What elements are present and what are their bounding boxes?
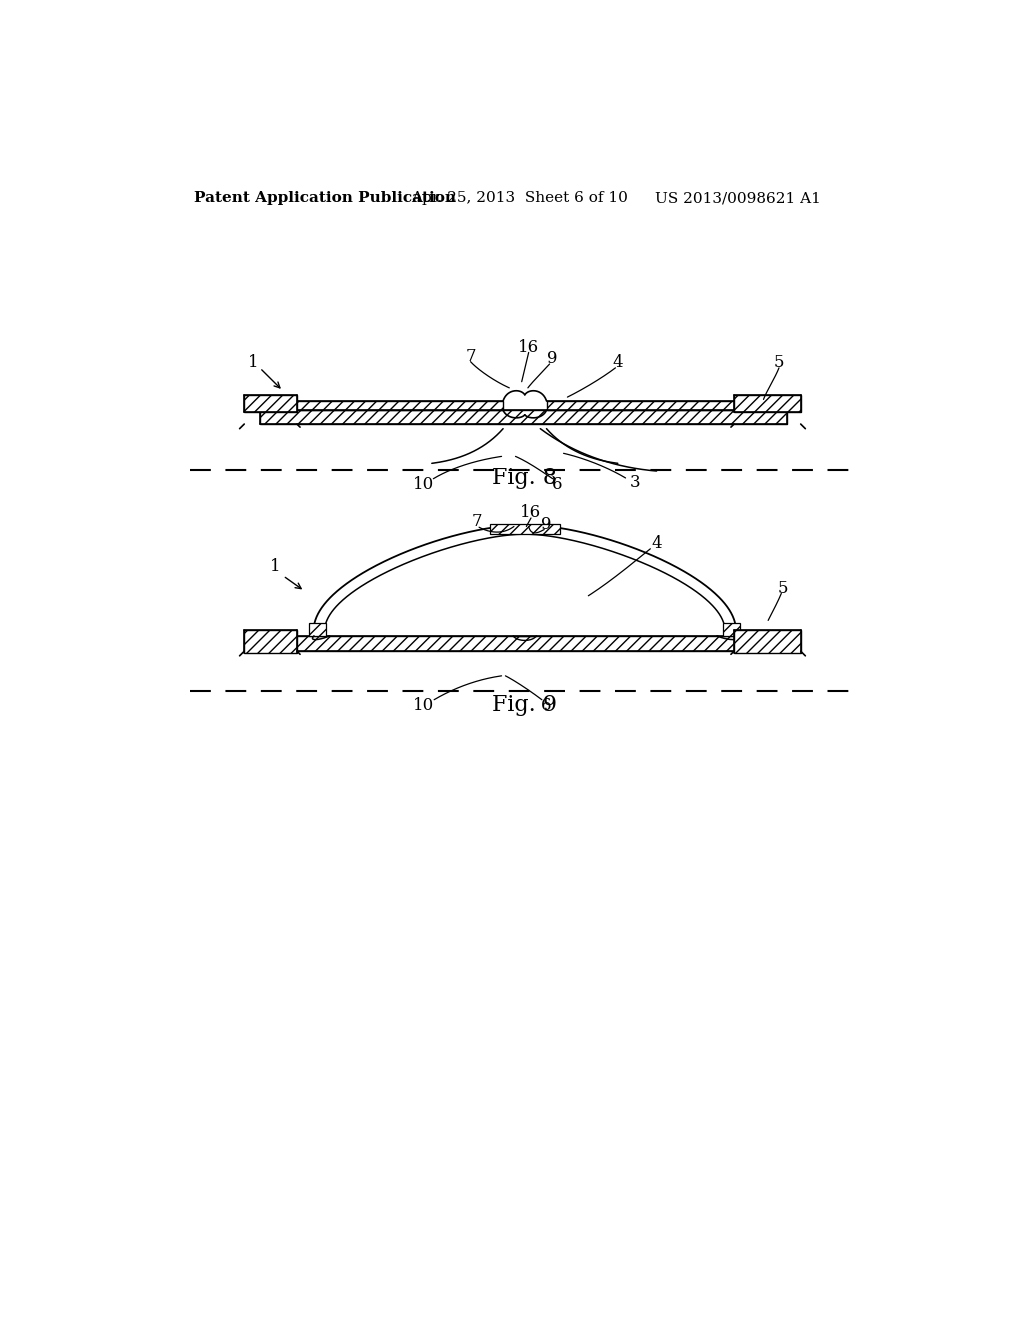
Text: 10: 10 <box>414 697 434 714</box>
Text: 9: 9 <box>547 350 557 367</box>
FancyBboxPatch shape <box>734 630 801 653</box>
Text: Apr. 25, 2013  Sheet 6 of 10: Apr. 25, 2013 Sheet 6 of 10 <box>411 191 628 206</box>
Text: 6: 6 <box>552 475 562 492</box>
Text: 7: 7 <box>465 347 476 364</box>
Text: 4: 4 <box>612 354 624 371</box>
FancyBboxPatch shape <box>547 401 786 411</box>
FancyBboxPatch shape <box>245 395 297 412</box>
FancyBboxPatch shape <box>734 395 801 412</box>
Text: 7: 7 <box>471 513 482 531</box>
FancyBboxPatch shape <box>260 401 503 411</box>
Text: 16: 16 <box>520 504 542 521</box>
Text: 5: 5 <box>774 354 784 371</box>
Text: Patent Application Publication: Patent Application Publication <box>194 191 456 206</box>
Text: 4: 4 <box>651 535 662 552</box>
Text: US 2013/0098621 A1: US 2013/0098621 A1 <box>655 191 821 206</box>
Text: 9: 9 <box>542 516 552 533</box>
Text: 10: 10 <box>414 475 434 492</box>
Text: 5: 5 <box>777 579 788 597</box>
FancyBboxPatch shape <box>260 411 786 424</box>
FancyBboxPatch shape <box>245 630 297 653</box>
FancyBboxPatch shape <box>260 636 786 651</box>
FancyBboxPatch shape <box>723 623 740 636</box>
Text: 6: 6 <box>542 697 552 714</box>
Text: 1: 1 <box>270 558 281 576</box>
Text: 3: 3 <box>630 474 640 491</box>
Text: 1: 1 <box>248 354 259 371</box>
Text: Fig. 9: Fig. 9 <box>493 694 557 717</box>
Text: Fig. 8: Fig. 8 <box>493 467 557 488</box>
FancyBboxPatch shape <box>489 524 560 535</box>
FancyBboxPatch shape <box>309 623 327 636</box>
Text: 16: 16 <box>518 338 540 355</box>
